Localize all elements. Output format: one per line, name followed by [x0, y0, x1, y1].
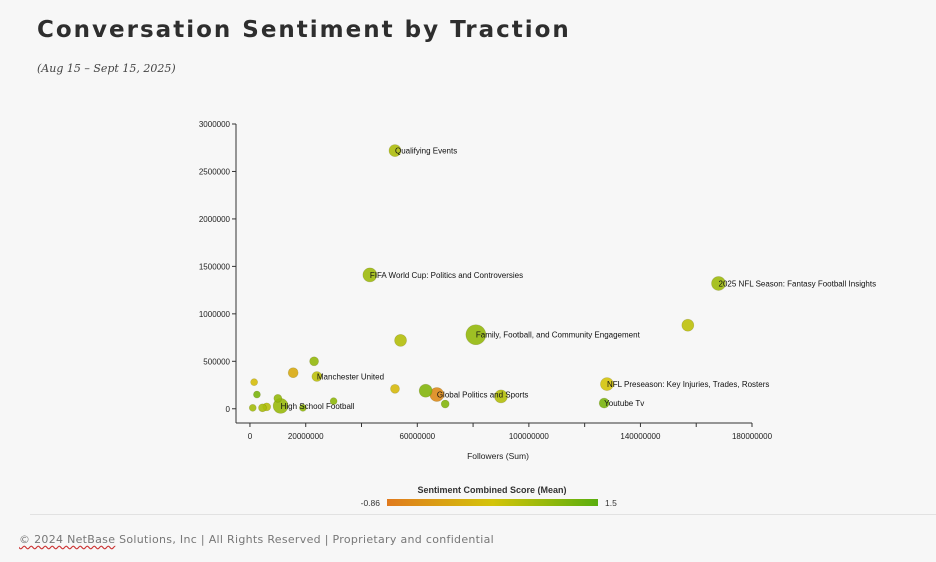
data-point[interactable] [248, 404, 257, 412]
x-tick-label: 100000000 [509, 432, 550, 441]
data-point-label: High School Football [281, 402, 355, 411]
data-point-label: 2025 NFL Season: Fantasy Football Insigh… [719, 279, 877, 288]
y-tick-label: 2000000 [199, 215, 231, 224]
footer-brand: © 2024 NetBase [19, 533, 116, 546]
data-point[interactable] [309, 356, 319, 367]
data-point-label: Global Politics and Sports [437, 391, 529, 400]
data-point-label: NFL Preseason: Key Injuries, Trades, Ros… [607, 380, 769, 389]
footer-divider [30, 514, 936, 515]
date-range-subtitle: (Aug 15 – Sept 15, 2025) [37, 62, 176, 75]
data-point[interactable] [299, 404, 307, 412]
data-point[interactable] [311, 371, 323, 382]
data-point-label: Manchester United [317, 372, 384, 381]
data-point[interactable] [494, 389, 508, 404]
data-point[interactable] [250, 378, 258, 386]
color-legend-min-label: -0.86 [361, 498, 381, 508]
data-point[interactable] [388, 144, 402, 157]
y-tick-label: 1500000 [199, 262, 231, 271]
y-tick-label: 500000 [203, 357, 230, 366]
data-point-label: Family, Football, and Community Engageme… [476, 331, 641, 340]
data-point-label: Qualifying Events [395, 147, 457, 156]
data-point[interactable] [362, 267, 378, 283]
data-point[interactable] [600, 377, 614, 391]
data-point[interactable] [394, 334, 407, 347]
data-point[interactable] [465, 324, 487, 346]
data-point[interactable] [598, 397, 610, 409]
data-point[interactable] [681, 318, 695, 332]
data-point[interactable] [258, 403, 267, 413]
footer-text: Solutions, Inc | All Rights Reserved | P… [115, 533, 495, 546]
page-title: Conversation Sentiment by Traction [37, 17, 571, 43]
data-point-label: Youtube Tv [604, 399, 644, 408]
data-point-label: FIFA World Cup: Politics and Controversi… [370, 271, 523, 280]
x-tick-label: 20000000 [288, 432, 324, 441]
y-tick-label: 1000000 [199, 310, 231, 319]
y-tick-label: 0 [226, 405, 231, 414]
color-legend-gradient-bar [387, 499, 598, 506]
data-point[interactable] [711, 276, 726, 291]
data-point[interactable] [329, 397, 338, 405]
color-legend-title: Sentiment Combined Score (Mean) [417, 485, 566, 495]
x-tick-label: 60000000 [400, 432, 436, 441]
y-tick-label: 3000000 [199, 120, 231, 129]
x-tick-label: 140000000 [620, 432, 661, 441]
color-legend-max-label: 1.5 [605, 498, 617, 508]
data-point[interactable] [440, 399, 450, 409]
x-tick-label: 180000000 [732, 432, 773, 441]
footer-copyright: © 2024 NetBase Solutions, Inc | All Righ… [19, 533, 494, 546]
data-point[interactable] [287, 367, 299, 378]
x-tick-label: 0 [248, 432, 253, 441]
x-axis-title: Followers (Sum) [467, 451, 529, 461]
y-tick-label: 2500000 [199, 167, 231, 176]
data-point[interactable] [418, 383, 433, 398]
data-point[interactable] [253, 390, 261, 399]
data-point[interactable] [390, 384, 400, 394]
data-point[interactable] [273, 394, 283, 403]
